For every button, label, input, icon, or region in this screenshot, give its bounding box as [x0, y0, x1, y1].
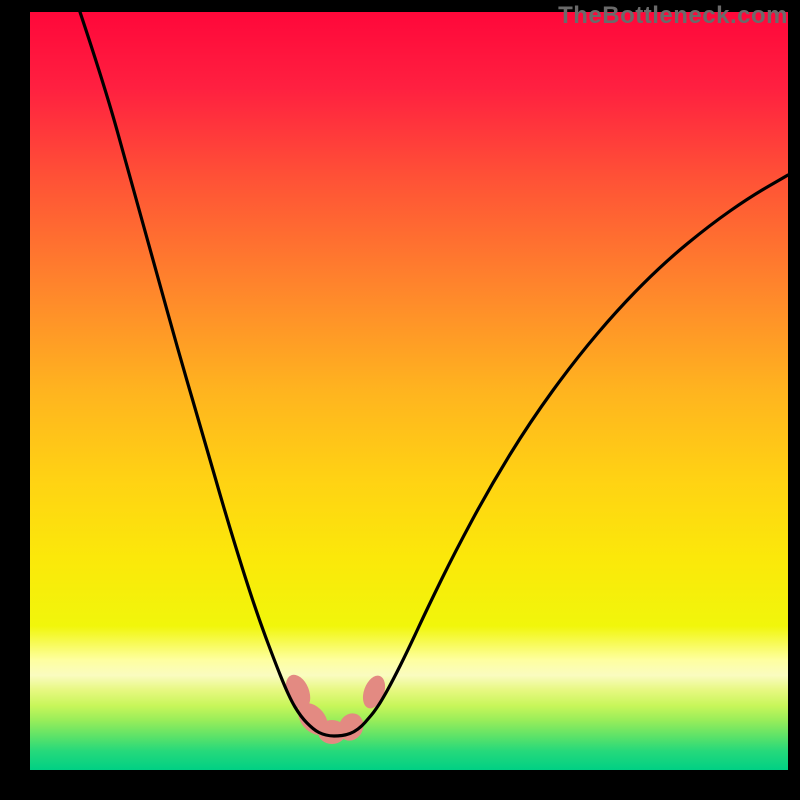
chart-border — [788, 0, 800, 800]
bottleneck-curve — [80, 12, 788, 736]
watermark-label: TheBottleneck.com — [558, 2, 788, 30]
chart-svg — [30, 12, 788, 770]
chart-border — [0, 770, 800, 800]
chart-border — [0, 0, 30, 800]
